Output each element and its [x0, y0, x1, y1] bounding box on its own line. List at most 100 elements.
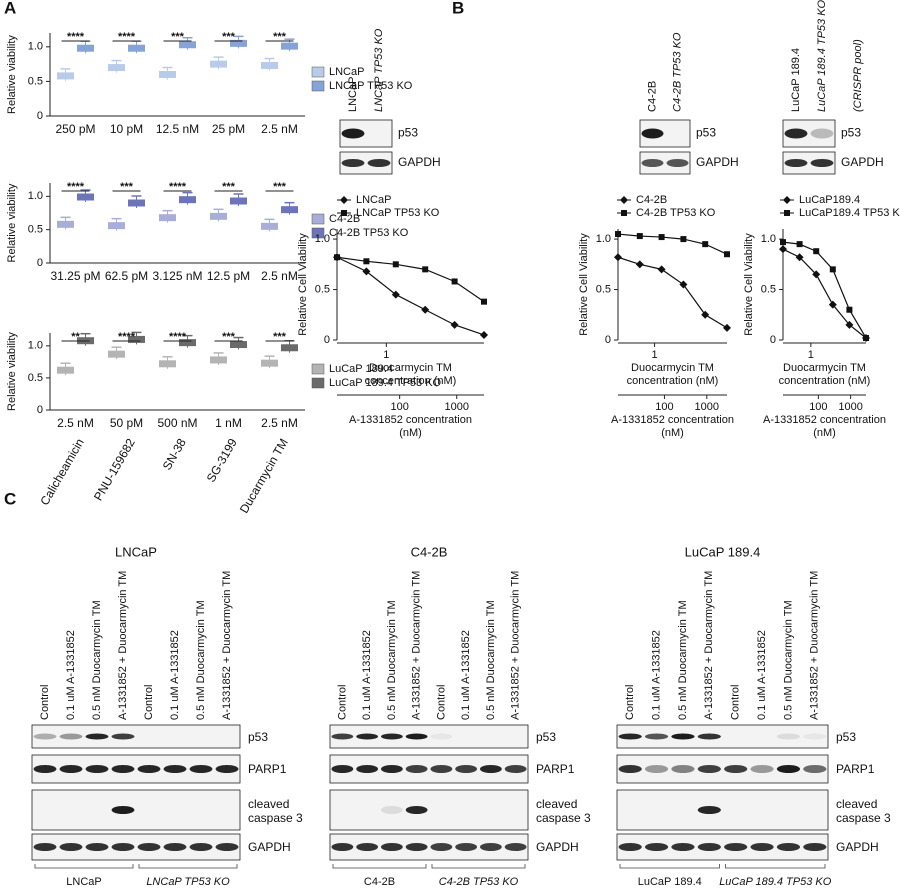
subgroup-label: C4-2B [364, 876, 395, 888]
point [724, 251, 730, 258]
band [356, 765, 379, 773]
point [615, 231, 621, 238]
x2-axis-title: A-1331852 concentration (nM) [349, 414, 472, 439]
point [451, 278, 458, 285]
legend-marker [340, 196, 348, 204]
drug-label: PNU-159682 [91, 436, 138, 503]
band [85, 733, 109, 740]
x-tick-label: 1 [383, 349, 389, 361]
band [803, 733, 827, 740]
band [163, 765, 187, 773]
x-tick-label: 25 pM [212, 122, 245, 136]
band [641, 128, 664, 139]
drug-label: Ducarmycin TM [237, 436, 291, 516]
legend-label: LNCaP TP53 KO [356, 207, 440, 219]
band [59, 733, 83, 740]
point [614, 253, 622, 262]
point [723, 323, 731, 332]
y-tick-label: 0 [37, 404, 43, 416]
bracket [138, 864, 238, 869]
protein-label: p53 [398, 126, 418, 140]
panel-label: B [452, 0, 464, 17]
lane-label: C4-2B TP53 KO [671, 32, 683, 112]
row-label: GAPDH [536, 840, 579, 854]
lane-label: A-1331852 + Duocarmycin TM [117, 571, 129, 720]
band [671, 765, 695, 773]
band [405, 806, 428, 814]
lane-label: 0.1 uM A-1331852 [169, 630, 181, 720]
lane-label: Control [730, 685, 742, 720]
band [803, 843, 827, 851]
x2-tick-label: 1000 [445, 401, 469, 413]
lane-label: 0.5 nM Duocarmycin TM [91, 600, 103, 720]
point [421, 305, 430, 314]
curve [336, 256, 485, 303]
lane-label: 0.5 nM Duocarmycin TM [485, 600, 497, 720]
row-label: cleaved caspase 3 [836, 797, 891, 825]
lane-label: 0.1 uM A-1331852 [650, 630, 662, 720]
band [405, 765, 428, 773]
point [362, 267, 371, 276]
x2-tick-label: 1000 [838, 401, 862, 413]
bracket [34, 864, 134, 869]
legend-label: LNCaP [356, 194, 391, 206]
lane-label: A-1331852 + Duocarmycin TM [221, 571, 233, 720]
legend-marker [620, 196, 628, 204]
subgroup-label: LNCaP [66, 876, 101, 888]
band [163, 843, 187, 851]
band [504, 765, 527, 773]
row-label: p53 [536, 729, 557, 744]
band [356, 843, 379, 851]
point [334, 254, 340, 261]
lane-label: 0.5 nM Duocarmycin TM [782, 600, 794, 720]
significance: *** [222, 181, 236, 193]
row-label: PARP1 [836, 762, 875, 776]
x-tick-label: 2.5 nM [261, 269, 298, 283]
row-label: cleaved caspase 3 [536, 797, 591, 825]
point [480, 330, 488, 339]
point [391, 290, 400, 299]
band [479, 843, 502, 851]
band [111, 765, 135, 773]
band [111, 843, 135, 851]
band [59, 765, 83, 773]
lane-label: 0.1 uM A-1331852 [460, 630, 472, 720]
legend-swatch [311, 80, 325, 92]
point [422, 266, 429, 273]
band [810, 159, 834, 167]
legend-marker [783, 196, 791, 204]
y-tick-label: 0.5 [28, 224, 43, 236]
legend-label: C4-2B [636, 194, 667, 206]
band [455, 765, 478, 773]
x-axis-title: Duocarmycin TM concentration (nM) [364, 362, 457, 387]
lane-label: A-1331852 + Duocarmycin TM [703, 571, 715, 720]
band [367, 159, 391, 167]
blot-frame [782, 151, 836, 175]
legend-label: LNCaP [329, 66, 364, 78]
y-tick-label: 0.5 [28, 372, 43, 384]
legend-label: LuCaP189.4 TP53 KO [799, 207, 900, 219]
point [812, 270, 821, 279]
band [644, 733, 669, 740]
panel-label: A [4, 0, 16, 17]
band [111, 733, 135, 740]
band [810, 128, 834, 139]
band [405, 733, 428, 740]
row-label: PARP1 [536, 762, 575, 776]
protein-label: GAPDH [398, 155, 441, 169]
y-tick-label: 0 [605, 334, 611, 346]
band [341, 159, 365, 167]
x-tick-label: 50 pM [110, 416, 143, 430]
x-tick-label: 2.5 nM [261, 416, 298, 430]
y-axis-title: Relative viability [6, 332, 18, 411]
point [679, 280, 688, 289]
lane-label: 0.5 nM Duocarmycin TM [677, 600, 689, 720]
point [863, 334, 869, 341]
band [724, 843, 748, 851]
y-axis-title: Relative Cell Viability [578, 233, 590, 336]
x-tick-label: 1 nM [215, 416, 242, 430]
blot-frame [639, 151, 691, 175]
lane-label: 0.5 nM Duocarmycin TM [195, 600, 207, 720]
bracket [431, 864, 526, 869]
